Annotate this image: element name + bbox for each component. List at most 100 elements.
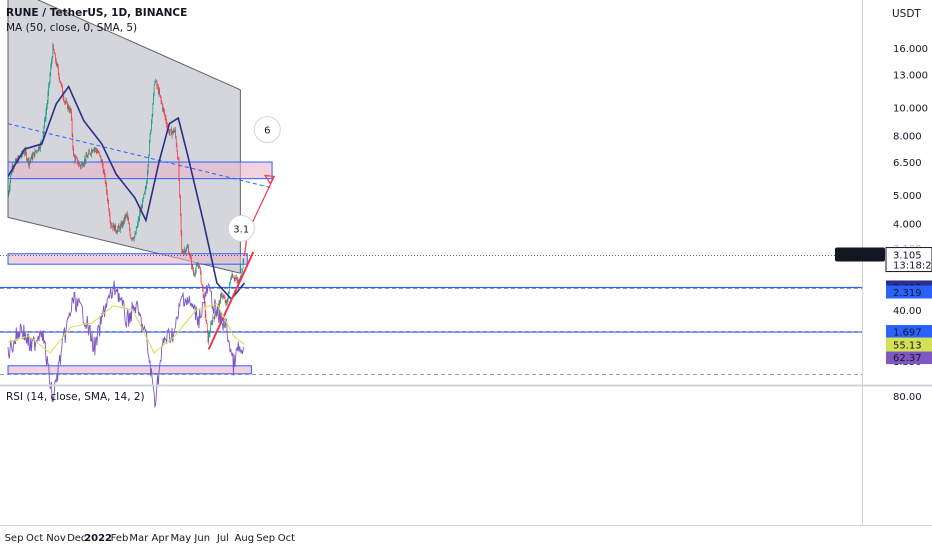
candle-body xyxy=(111,225,113,227)
candle-body xyxy=(52,44,54,58)
candle-body xyxy=(7,195,9,196)
candle-body xyxy=(153,93,154,105)
candle-body xyxy=(60,80,61,84)
candle-body xyxy=(46,106,47,112)
candle-body xyxy=(82,163,83,167)
candle-body xyxy=(108,201,109,211)
candle-body xyxy=(80,165,81,168)
candle-body xyxy=(193,270,194,274)
candle-body xyxy=(33,152,34,155)
candle-body xyxy=(180,213,182,233)
target-bubble-2 xyxy=(253,116,281,144)
candle-body xyxy=(49,74,51,82)
last-price-value: 3.105 xyxy=(893,251,922,262)
candle-body xyxy=(242,260,244,270)
candle-body xyxy=(27,158,29,161)
candle-body xyxy=(118,225,119,229)
candle-body xyxy=(98,152,99,153)
candle-body xyxy=(225,300,227,303)
candle-body xyxy=(195,270,196,275)
candle-body xyxy=(150,130,152,135)
candle-body xyxy=(78,163,79,165)
candle-body xyxy=(27,159,28,161)
time-axis-label: Sep xyxy=(5,533,24,544)
ma-indicator-label[interactable]: MA (50, close, 0, SMA, 5) xyxy=(6,22,138,34)
candle-body xyxy=(122,221,124,224)
candle-body xyxy=(64,101,65,103)
candle-body xyxy=(211,322,212,325)
candle-body xyxy=(65,101,67,103)
candle-body xyxy=(10,174,12,182)
candle-body xyxy=(126,213,127,215)
candle-body xyxy=(109,210,110,216)
candle-body xyxy=(222,296,224,297)
candle-body xyxy=(8,192,9,196)
candle-body xyxy=(182,250,183,253)
candle-body xyxy=(224,298,226,303)
rsi-indicator-label[interactable]: RSI (14, close, SMA, 14, 2) xyxy=(6,391,145,403)
candle-body xyxy=(98,152,100,154)
candle-body xyxy=(42,133,44,140)
rsi-axis-tick: 40.00 xyxy=(893,306,922,317)
candle-body xyxy=(171,129,172,136)
time-axis-label: Jun xyxy=(193,533,210,544)
candle-body xyxy=(178,158,179,160)
candle-body xyxy=(197,265,198,267)
time-axis-label: 2022 xyxy=(84,533,112,544)
candle-body xyxy=(140,212,141,214)
time-axis-label: Apr xyxy=(152,533,170,544)
time-axis-label: Oct xyxy=(26,533,43,544)
price-axis-tick: 13.000 xyxy=(893,70,928,81)
candle-body xyxy=(95,148,97,151)
candle-body xyxy=(145,188,147,189)
candle-body xyxy=(233,278,235,280)
candle-body xyxy=(157,86,158,87)
candle-body xyxy=(151,114,153,121)
candle-body xyxy=(226,300,227,304)
time-axis-label: Feb xyxy=(111,533,129,544)
time-axis-label: May xyxy=(171,533,192,544)
candle-body xyxy=(232,274,234,278)
symbol-title[interactable]: RUNE / TetherUS, 1D, BINANCE xyxy=(6,7,188,19)
candle-body xyxy=(133,238,134,240)
candle-body xyxy=(151,120,152,131)
dotted-trendline xyxy=(7,123,273,189)
candle-body xyxy=(138,219,139,224)
candle-body xyxy=(191,258,192,267)
candle-body xyxy=(58,73,60,79)
candle-body xyxy=(105,182,107,184)
rsi-value-badge xyxy=(886,350,932,365)
candle-body xyxy=(220,293,222,296)
candle-body xyxy=(93,148,95,150)
moving-average-line xyxy=(7,84,246,301)
price-axis-tick: 5.000 xyxy=(893,191,922,202)
candle-body xyxy=(74,156,76,161)
candle-body xyxy=(136,227,138,229)
candle-body xyxy=(124,217,125,221)
candle-body xyxy=(231,274,233,277)
candle-body xyxy=(51,61,52,67)
candle-body xyxy=(24,152,25,154)
candle-body xyxy=(23,153,25,154)
candle-body xyxy=(97,152,98,153)
time-axis-label: Sep xyxy=(256,533,275,544)
candle-body xyxy=(237,281,239,283)
candle-body xyxy=(235,278,236,279)
candle-body xyxy=(28,158,29,166)
candle-body xyxy=(217,305,219,311)
candle-body xyxy=(173,130,174,133)
candle-body xyxy=(149,141,150,156)
candle-body xyxy=(191,264,193,267)
candle-body xyxy=(56,63,58,66)
candle-body xyxy=(99,152,101,155)
candle-body xyxy=(168,126,169,133)
candle-body xyxy=(94,148,96,150)
candle-body xyxy=(24,149,26,153)
candle-body xyxy=(64,102,66,103)
candle-body xyxy=(137,223,138,228)
candle-body xyxy=(185,250,187,253)
candle-body xyxy=(78,163,80,165)
rsi-value-label: 62.37 xyxy=(893,353,922,364)
